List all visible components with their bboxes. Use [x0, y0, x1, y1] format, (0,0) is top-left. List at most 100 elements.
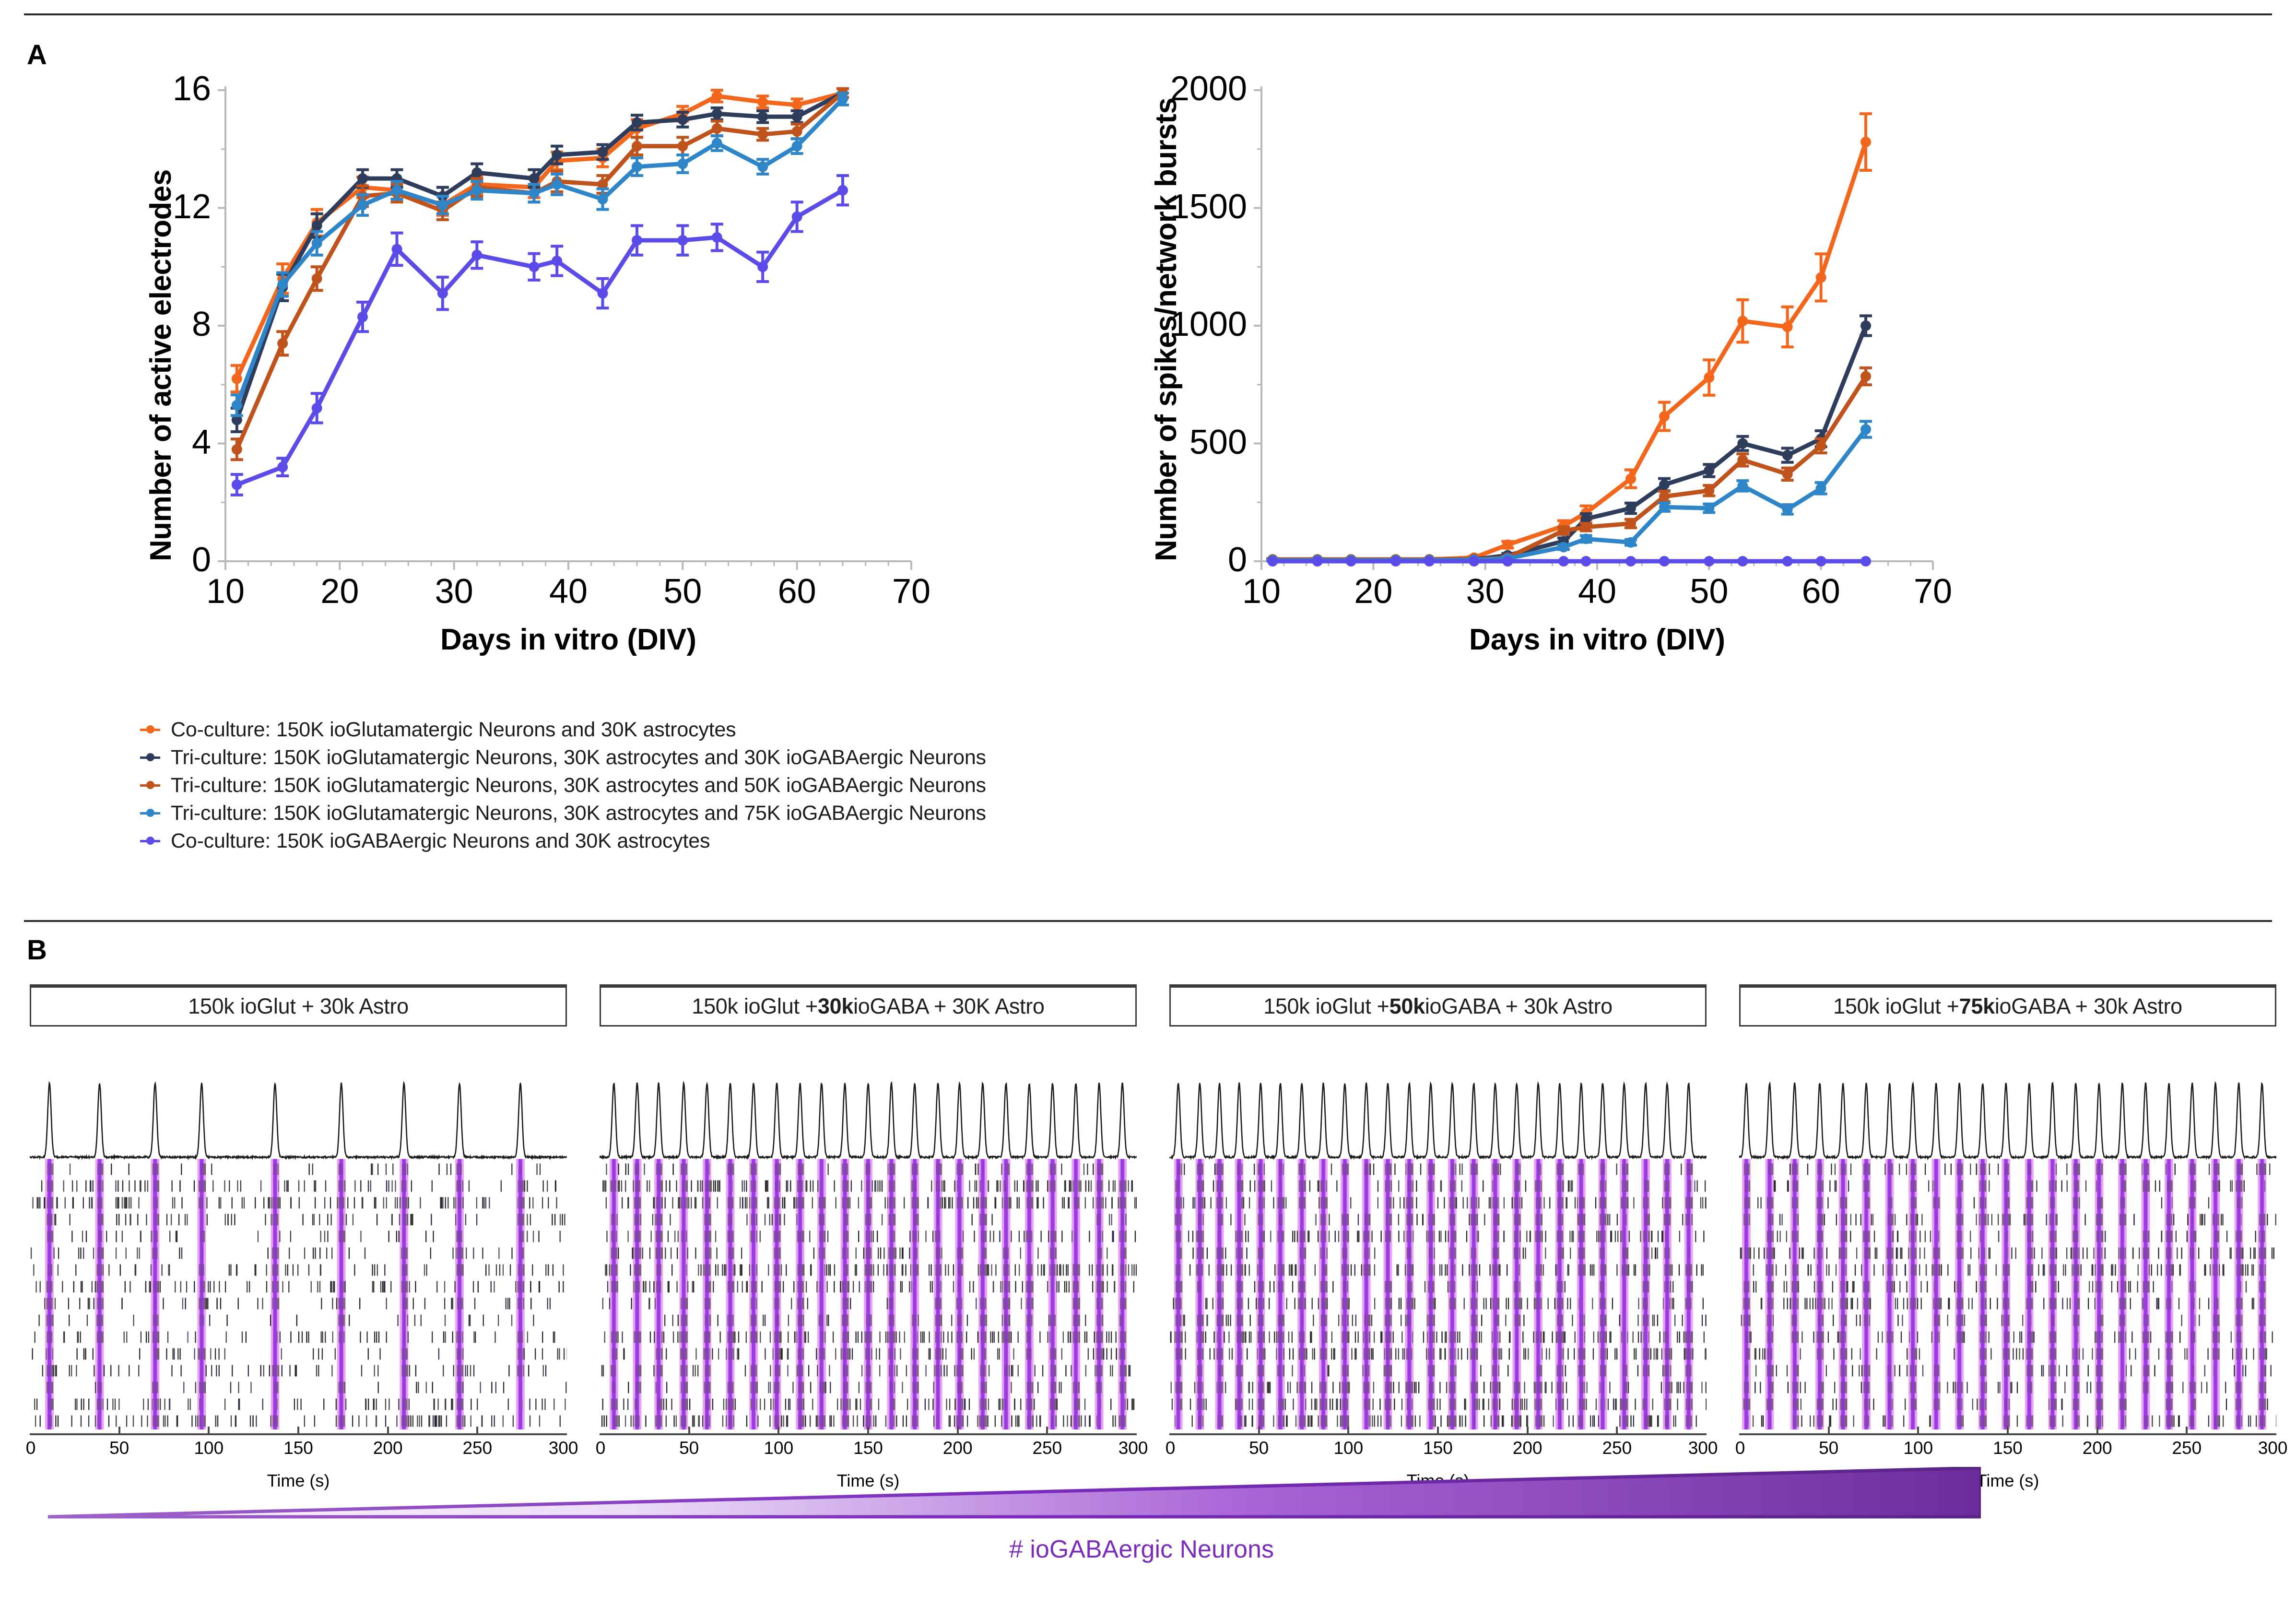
axis-tick	[1827, 1427, 1830, 1433]
network-burst-cores	[1174, 1159, 1693, 1429]
legend-item-label: Tri-culture: 150K ioGlutamatergic Neuron…	[171, 745, 986, 769]
raster-condition-title: 150k ioGlut + 30k ioGABA + 30K Astro	[600, 984, 1137, 1027]
x-tick-label: 30	[1466, 572, 1505, 611]
series-3	[1266, 420, 1872, 566]
axis-tick	[1917, 1427, 1919, 1433]
legend-item-label: Tri-culture: 150K ioGlutamatergic Neuron…	[171, 773, 986, 797]
time-tick-label: 200	[942, 1438, 973, 1458]
x-tick-label: 70	[1913, 572, 1953, 611]
time-axis-label: Time (s)	[1976, 1471, 2039, 1490]
raster-title-part-2: ioGABA + 30k Astro	[1994, 994, 2182, 1018]
time-tick-label: 200	[2082, 1438, 2112, 1458]
series-4	[230, 174, 849, 496]
raster-title-part-1: 150k ioGlut +	[692, 994, 818, 1018]
raster-condition-title: 150k ioGlut + 30k Astro	[30, 984, 567, 1027]
network-burst-cores	[46, 1159, 524, 1429]
series-1	[230, 87, 849, 433]
time-tick-label: 0	[1735, 1438, 1745, 1458]
x-tick-label: 30	[435, 572, 473, 611]
legend-item: Co-culture: 150K ioGABAergic Neurons and…	[140, 827, 986, 855]
legend-item: Tri-culture: 150K ioGlutamatergic Neuron…	[140, 771, 986, 799]
axis-tick	[476, 1427, 479, 1433]
legend-marker-icon	[140, 724, 160, 735]
panel-b-label: B	[27, 934, 47, 966]
x-tick-label: 50	[1690, 572, 1729, 611]
time-tick-label: 50	[109, 1438, 130, 1458]
legend-marker-icon	[140, 780, 160, 791]
raster-title-bold: 30k	[817, 994, 854, 1018]
time-tick-label: 100	[1903, 1438, 1933, 1458]
time-tick-label: 300	[2258, 1438, 2288, 1458]
series-0	[1266, 112, 1872, 565]
raster-title-bold: 50k	[1389, 994, 1425, 1018]
time-axis: 0 50 100 150 200 250 300	[26, 1427, 578, 1467]
time-tick-label: 250	[2172, 1438, 2202, 1458]
time-tick-label: 250	[462, 1438, 493, 1458]
time-tick-label: 200	[1512, 1438, 1542, 1458]
time-tick-label: 300	[548, 1438, 578, 1458]
axis-tick	[1258, 1427, 1260, 1433]
network-burst-bands	[45, 1159, 525, 1429]
raster-title-part-1: 150k ioGlut + 30k Astro	[188, 994, 409, 1018]
series-3	[230, 92, 849, 417]
x-tick-label: 20	[320, 572, 359, 611]
axis-tick	[867, 1427, 869, 1433]
time-tick-label: 250	[1032, 1438, 1062, 1458]
y-tick-label: 2000	[1170, 70, 1247, 108]
gabaergic-gradient-triangle	[48, 1467, 1981, 1520]
axis-line	[600, 1433, 1137, 1435]
axis-line	[1169, 1433, 1707, 1435]
raster-plot	[30, 1075, 567, 1429]
axis-tick	[387, 1427, 389, 1433]
time-tick-label: 100	[1333, 1438, 1364, 1458]
x-tick-label: 60	[1801, 572, 1840, 611]
x-tick-label: 60	[777, 572, 816, 611]
x-axis-label: Days in vitro (DIV)	[1469, 623, 1725, 656]
axis-tick	[297, 1427, 299, 1433]
raster-title-bold: 75k	[1959, 994, 1995, 1018]
time-tick-label: 0	[595, 1438, 606, 1458]
y-tick-label: 16	[172, 70, 211, 108]
axis-tick	[2096, 1427, 2098, 1433]
x-tick-label: 40	[1578, 572, 1617, 611]
time-tick-label: 150	[1423, 1438, 1453, 1458]
time-axis: 0 50 100 150 200 250 300	[1735, 1427, 2287, 1467]
raster-plot	[1169, 1075, 1707, 1429]
time-tick-label: 50	[1249, 1438, 1269, 1458]
y-tick-label: 4	[191, 423, 211, 461]
raster-title-part-1: 150k ioGlut +	[1263, 994, 1389, 1018]
network-burst-cores	[1742, 1159, 2266, 1429]
time-axis: 0 50 100 150 200 250 300	[1166, 1427, 1718, 1467]
axis-tick	[2007, 1427, 2009, 1433]
axis-tick	[1526, 1427, 1529, 1433]
axis-tick	[777, 1427, 780, 1433]
time-axis-label: Time (s)	[836, 1471, 900, 1490]
series-4	[1267, 556, 1871, 567]
legend: Co-culture: 150K ioGlutamatergic Neurons…	[140, 716, 986, 855]
time-axis-label: Time (s)	[267, 1471, 330, 1490]
x-axis-label: Days in vitro (DIV)	[440, 623, 696, 656]
plot-area	[1254, 86, 1934, 570]
y-tick-label: 500	[1189, 423, 1247, 461]
network-burst-cores	[610, 1159, 1127, 1429]
time-tick-label: 150	[1993, 1438, 2023, 1458]
axis-tick	[1046, 1427, 1048, 1433]
x-tick-label: 10	[1242, 572, 1281, 611]
axis-tick	[118, 1427, 120, 1433]
y-tick-label: 0	[191, 541, 211, 579]
series-2	[230, 87, 849, 461]
y-tick-label: 8	[191, 305, 211, 343]
raster-title-part-2: ioGABA + 30k Astro	[1425, 994, 1613, 1018]
time-tick-label: 50	[679, 1438, 699, 1458]
divider-middle	[24, 920, 2272, 922]
y-tick-label: 1500	[1170, 187, 1247, 226]
raster-condition-title: 150k ioGlut + 50k ioGABA + 30k Astro	[1169, 984, 1707, 1027]
x-tick-label: 50	[663, 572, 702, 611]
time-tick-label: 150	[283, 1438, 313, 1458]
time-tick-label: 100	[194, 1438, 224, 1458]
x-tick-label: 10	[206, 572, 245, 611]
time-tick-label: 300	[1688, 1438, 1718, 1458]
axis-tick	[956, 1427, 959, 1433]
plot-area	[218, 86, 912, 570]
legend-marker-icon	[140, 836, 160, 846]
